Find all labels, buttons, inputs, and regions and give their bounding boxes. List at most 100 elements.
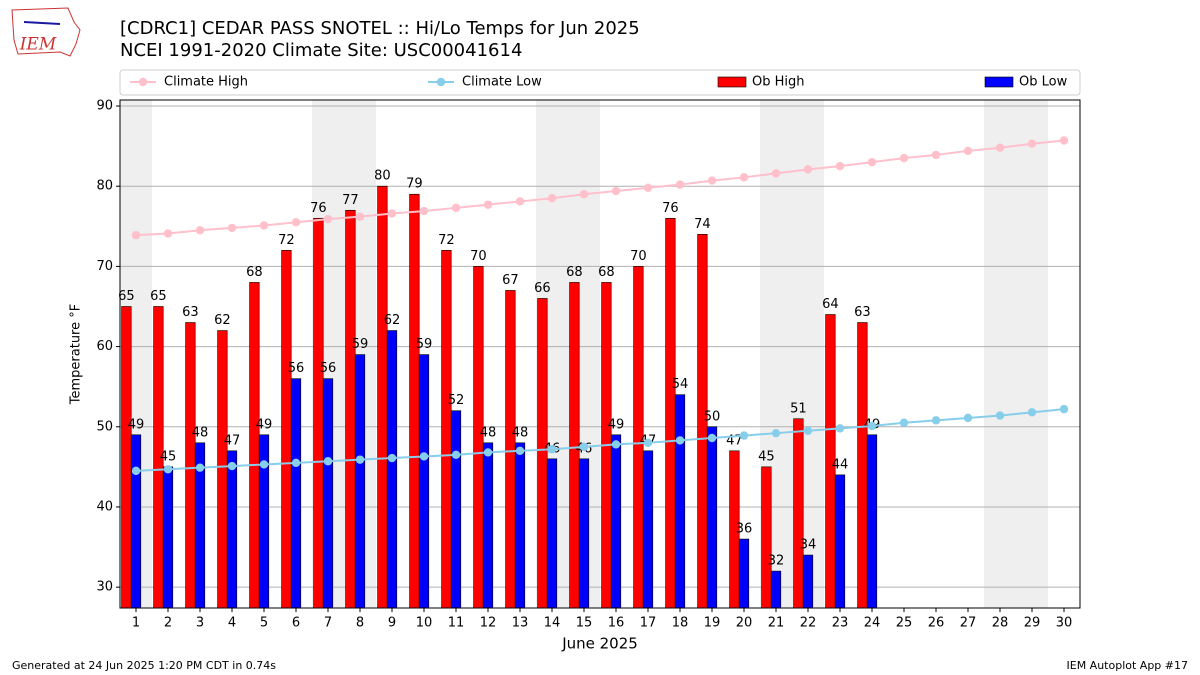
marker xyxy=(771,169,781,178)
x-tick-label: 6 xyxy=(292,616,300,631)
marker xyxy=(291,218,301,227)
marker xyxy=(643,438,653,448)
marker xyxy=(195,463,205,472)
bar-value-label: 79 xyxy=(406,177,423,192)
bar xyxy=(441,250,452,609)
marker xyxy=(163,465,173,474)
marker xyxy=(451,450,461,460)
bar xyxy=(377,185,388,609)
marker xyxy=(707,176,717,185)
marker xyxy=(323,457,333,466)
marker xyxy=(995,143,1005,152)
marker xyxy=(323,214,333,224)
bar xyxy=(578,458,590,609)
marker xyxy=(515,197,525,206)
bar-value-label: 59 xyxy=(352,337,369,352)
bar-value-label: 70 xyxy=(630,249,647,264)
legend-marker xyxy=(138,77,148,87)
x-tick-label: 18 xyxy=(672,616,689,631)
marker xyxy=(259,221,269,230)
x-tick-label: 24 xyxy=(864,616,881,631)
bar xyxy=(834,474,846,609)
legend-marker xyxy=(436,77,446,87)
marker xyxy=(675,436,685,445)
marker xyxy=(771,428,781,438)
bar-value-label: 72 xyxy=(438,233,455,248)
marker xyxy=(387,209,397,218)
bar-value-label: 45 xyxy=(160,449,177,464)
bar xyxy=(130,434,142,609)
bar-value-label: 62 xyxy=(214,313,231,328)
marker xyxy=(547,194,557,203)
footer-right: IEM Autoplot App #17 xyxy=(1067,659,1189,672)
marker xyxy=(1059,136,1069,145)
bar-value-label: 34 xyxy=(800,538,817,553)
bar xyxy=(642,450,654,609)
bar-value-label: 63 xyxy=(182,305,199,320)
marker xyxy=(963,413,973,423)
marker xyxy=(131,466,141,476)
x-tick-label: 17 xyxy=(640,616,657,631)
marker xyxy=(803,165,813,174)
marker xyxy=(675,180,685,189)
marker xyxy=(643,183,653,193)
y-tick-label: 80 xyxy=(96,179,113,194)
x-tick-label: 2 xyxy=(164,616,172,631)
bar-value-label: 49 xyxy=(128,417,145,432)
marker xyxy=(1059,404,1069,414)
bar-value-label: 54 xyxy=(672,377,689,392)
bar xyxy=(482,442,494,609)
bar xyxy=(354,354,366,609)
marker xyxy=(579,442,589,452)
x-tick-label: 9 xyxy=(388,616,396,631)
weekend-shade xyxy=(984,100,1016,608)
x-tick-label: 16 xyxy=(608,616,625,631)
bar xyxy=(450,410,462,609)
marker xyxy=(931,416,941,425)
bar-value-label: 66 xyxy=(534,281,551,296)
bar xyxy=(281,250,292,609)
bar xyxy=(162,466,174,609)
y-tick-label: 60 xyxy=(96,339,113,354)
bar-value-label: 51 xyxy=(790,401,807,416)
bar xyxy=(226,450,238,609)
y-tick-label: 30 xyxy=(96,580,113,595)
marker xyxy=(163,229,173,238)
footer-left: Generated at 24 Jun 2025 1:20 PM CDT in … xyxy=(12,659,276,672)
marker xyxy=(1027,139,1037,148)
marker xyxy=(419,206,429,216)
bar xyxy=(674,394,686,609)
x-tick-label: 19 xyxy=(704,616,721,631)
bar xyxy=(418,354,430,609)
marker xyxy=(131,230,141,240)
marker xyxy=(227,223,237,233)
marker xyxy=(963,146,973,156)
line xyxy=(135,408,1065,472)
bar xyxy=(322,378,334,609)
legend-box xyxy=(119,69,1081,96)
marker xyxy=(387,453,397,463)
bar-value-label: 56 xyxy=(320,361,337,376)
marker xyxy=(195,226,205,235)
marker xyxy=(259,460,269,469)
bar xyxy=(770,570,782,609)
x-tick-label: 26 xyxy=(928,616,945,631)
bar-value-label: 56 xyxy=(288,361,305,376)
marker xyxy=(483,200,493,209)
bar-value-label: 68 xyxy=(598,265,615,280)
bar-value-label: 65 xyxy=(118,289,135,304)
marker xyxy=(611,186,621,196)
x-tick-label: 28 xyxy=(992,616,1009,631)
x-tick-label: 4 xyxy=(228,616,236,631)
bar-value-label: 65 xyxy=(150,289,167,304)
marker xyxy=(451,203,461,213)
marker xyxy=(707,433,717,443)
marker xyxy=(419,452,429,461)
y-tick-label: 90 xyxy=(96,99,113,114)
x-tick-label: 3 xyxy=(196,616,204,631)
marker xyxy=(931,150,941,160)
bar xyxy=(738,538,750,609)
legend-swatch xyxy=(984,76,1014,88)
marker xyxy=(515,446,525,456)
x-tick-label: 30 xyxy=(1056,616,1073,631)
